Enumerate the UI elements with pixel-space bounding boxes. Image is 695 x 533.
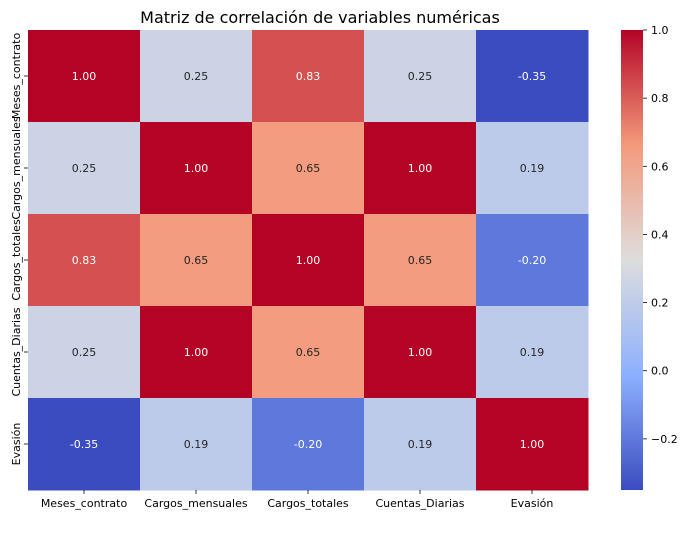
heatmap-cell	[140, 214, 253, 307]
chart-title: Matriz de correlación de variables numér…	[140, 8, 500, 27]
colorbar-tick-label: 0.8	[651, 92, 669, 105]
cell-value-label: 0.25	[184, 70, 209, 83]
cell-value-label: 0.25	[72, 162, 97, 175]
colorbar-tick-label: 0.0	[651, 365, 669, 378]
heatmap-cell	[252, 306, 365, 399]
heatmap-cell	[364, 398, 477, 491]
colorbar-tick-label: 1.0	[651, 24, 669, 37]
y-tick-label: Cuentas_Diarias	[10, 307, 23, 396]
cell-value-label: 0.19	[520, 346, 545, 359]
colorbar-tick-label: 0.4	[651, 228, 669, 241]
y-axis: Meses_contratoCargos_mensualesCargos_tot…	[10, 33, 28, 466]
colorbar-tick-label: 0.6	[651, 160, 669, 173]
cell-value-label: 0.19	[408, 438, 433, 451]
cell-value-label: 0.65	[408, 254, 433, 267]
cell-value-label: -0.20	[294, 438, 322, 451]
heatmap-cell	[364, 214, 477, 307]
cell-value-label: 0.19	[520, 162, 545, 175]
y-tick-label: Cargos_totales	[10, 219, 23, 301]
colorbar-tick-label: −0.2	[651, 433, 678, 446]
cell-value-label: 0.65	[296, 346, 321, 359]
cell-value-label: 0.25	[408, 70, 433, 83]
colorbar-tick-label: 0.2	[651, 297, 669, 310]
heatmap-cell	[252, 214, 365, 307]
heatmap-cell	[140, 398, 253, 491]
heatmap-cell	[28, 398, 141, 491]
x-tick-label: Evasión	[511, 497, 554, 510]
heatmap-cell	[252, 30, 365, 123]
cell-value-label: 1.00	[184, 162, 209, 175]
cell-value-label: 0.65	[184, 254, 209, 267]
heatmap-cell	[28, 30, 141, 123]
heatmap-cell	[476, 122, 589, 215]
heatmap-cell	[364, 306, 477, 399]
heatmap-cell	[28, 122, 141, 215]
cell-value-label: 1.00	[520, 438, 545, 451]
heatmap-annotations: 1.00 0.25 0.83 0.25 -0.35 0.25 1.00 0.65 1.00 0.1…	[70, 70, 546, 451]
cell-value-label: 1.00	[408, 346, 433, 359]
cell-value-label: -0.20	[518, 254, 546, 267]
cell-value-label: 0.83	[72, 254, 97, 267]
x-axis: Meses_contrato Cargos_mensuales Cargos_tot…	[41, 490, 554, 510]
heatmap-cell	[364, 122, 477, 215]
cell-value-label: 0.65	[296, 162, 321, 175]
cell-value-label: 0.19	[184, 438, 209, 451]
cell-value-label: 0.83	[296, 70, 321, 83]
heatmap-cell	[476, 214, 589, 307]
heatmap-cell	[476, 306, 589, 399]
heatmap-cell	[476, 30, 589, 123]
heatmap-cells	[28, 30, 589, 491]
colorbar-gradient	[621, 30, 643, 490]
cell-value-label: -0.35	[70, 438, 98, 451]
cell-value-label: 0.25	[72, 346, 97, 359]
heatmap-cell	[252, 398, 365, 491]
x-tick-label: Cuentas_Diarias	[376, 497, 465, 510]
y-tick-label: Meses_contrato	[10, 33, 23, 120]
heatmap-cell	[140, 306, 253, 399]
heatmap-cell	[476, 398, 589, 491]
cell-value-label: 1.00	[296, 254, 321, 267]
heatmap-cell	[140, 30, 253, 123]
cell-value-label: -0.35	[518, 70, 546, 83]
x-tick-label: Meses_contrato	[41, 497, 128, 510]
x-tick-label: Cargos_mensuales	[144, 497, 247, 510]
y-tick-label: Cargos_mensuales	[10, 116, 23, 219]
cell-value-label: 1.00	[72, 70, 97, 83]
x-tick-label: Cargos_totales	[267, 497, 349, 510]
colorbar: 1.0 0.8 0.6 0.4 0.2 0.0 −0.2	[621, 24, 678, 490]
cell-value-label: 1.00	[184, 346, 209, 359]
heatmap-cell	[252, 122, 365, 215]
heatmap-cell	[140, 122, 253, 215]
cell-value-label: 1.00	[408, 162, 433, 175]
heatmap-cell	[28, 214, 141, 307]
y-tick-label: Evasión	[10, 423, 23, 466]
heatmap-cell	[28, 306, 141, 399]
heatmap-cell	[364, 30, 477, 123]
